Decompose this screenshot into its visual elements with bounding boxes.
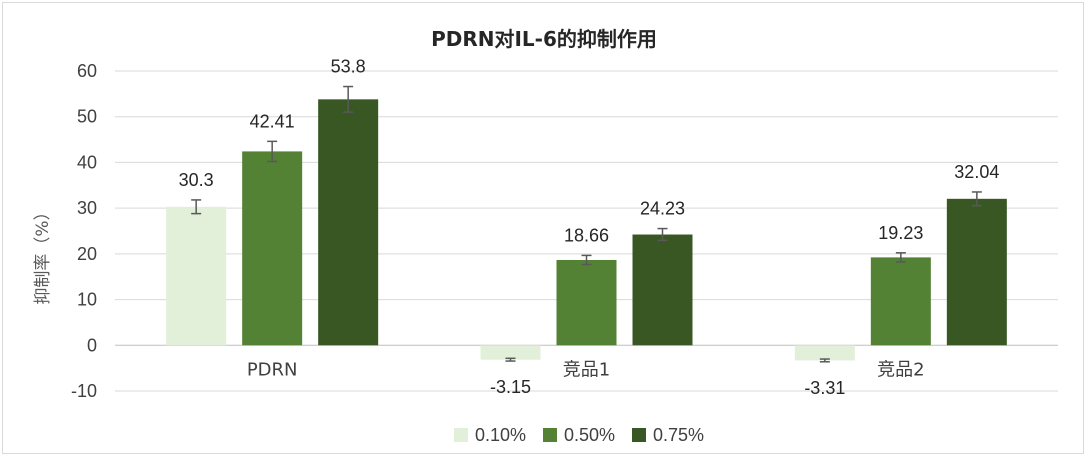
y-tick-label: 20 xyxy=(77,244,97,264)
legend-swatch xyxy=(543,428,557,442)
data-label: 42.41 xyxy=(250,111,295,131)
legend-label: 0.50% xyxy=(564,425,615,445)
category-labels: PDRN 竞品1 竞品2 xyxy=(247,359,925,380)
bar xyxy=(794,345,855,361)
bar xyxy=(480,345,541,360)
data-label: -3.31 xyxy=(804,378,845,398)
bars xyxy=(166,99,1007,361)
data-label: 19.23 xyxy=(878,223,923,243)
y-axis-ticks: -10 0 10 20 30 40 50 60 xyxy=(71,61,97,401)
y-tick-label: 10 xyxy=(77,290,97,310)
data-label: 18.66 xyxy=(564,225,609,245)
bar xyxy=(632,234,693,346)
legend-swatch xyxy=(632,428,646,442)
legend-swatch xyxy=(454,428,468,442)
bar xyxy=(166,206,227,346)
bar xyxy=(870,257,931,346)
y-tick-label: 30 xyxy=(77,198,97,218)
data-labels: 30.3 42.41 53.8 -3.15 18.66 24.23 -3.31 19.23 32… xyxy=(179,57,1000,398)
legend: 0.10% 0.50% 0.75% xyxy=(454,425,704,445)
data-label: 53.8 xyxy=(331,57,366,77)
bar xyxy=(318,99,379,346)
y-tick-label: 50 xyxy=(77,107,97,127)
y-axis-label: 抑制率（%） xyxy=(33,203,53,304)
error-bars xyxy=(191,85,982,363)
legend-label: 0.10% xyxy=(475,425,526,445)
y-tick-label: 0 xyxy=(87,335,97,355)
y-tick-label: -10 xyxy=(71,381,97,401)
bar xyxy=(242,151,303,346)
bar xyxy=(556,259,617,346)
data-label: 32.04 xyxy=(954,162,999,182)
category-label: 竞品2 xyxy=(877,359,924,380)
legend-label: 0.75% xyxy=(653,425,704,445)
chart-title: PDRN对IL-6的抑制作用 xyxy=(431,27,657,51)
y-tick-label: 60 xyxy=(77,61,97,81)
data-label: 24.23 xyxy=(640,199,685,219)
bar xyxy=(946,198,1007,346)
category-label: 竞品1 xyxy=(563,359,610,380)
data-label: 30.3 xyxy=(179,170,214,190)
data-label: -3.15 xyxy=(490,377,531,397)
y-tick-label: 40 xyxy=(77,152,97,172)
category-label: PDRN xyxy=(247,359,298,380)
